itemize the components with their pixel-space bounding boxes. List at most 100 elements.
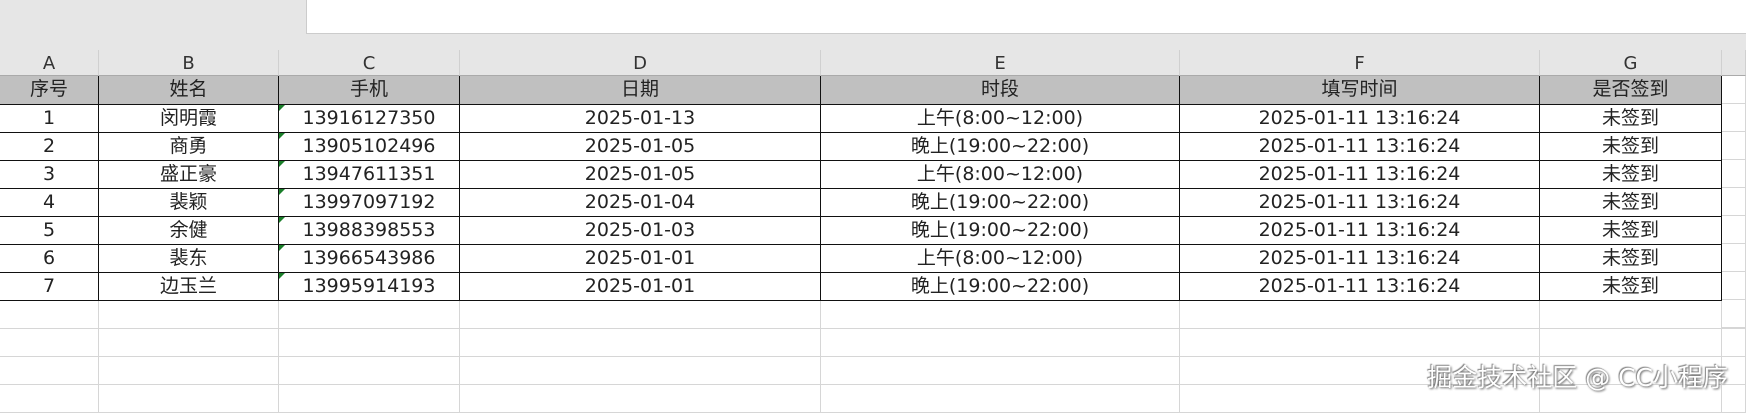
- formula-bar[interactable]: [306, 0, 1746, 34]
- header-cell[interactable]: 填写时间: [1180, 76, 1540, 105]
- empty-cell[interactable]: [1722, 104, 1746, 132]
- empty-cell[interactable]: [821, 301, 1180, 329]
- table-cell[interactable]: 5: [0, 217, 99, 245]
- header-cell[interactable]: 序号: [0, 76, 99, 105]
- table-cell[interactable]: 盛正豪: [99, 161, 279, 189]
- empty-cell[interactable]: [279, 357, 460, 385]
- table-cell[interactable]: 裴东: [99, 245, 279, 273]
- table-cell[interactable]: 1: [0, 105, 99, 133]
- table-cell[interactable]: 7: [0, 273, 99, 301]
- table-cell[interactable]: 上午(8:00~12:00): [821, 245, 1180, 273]
- empty-cell[interactable]: [0, 301, 99, 329]
- empty-cell[interactable]: [1180, 357, 1540, 385]
- empty-cell[interactable]: [1722, 244, 1746, 272]
- table-cell[interactable]: 2025-01-04: [460, 189, 821, 217]
- table-cell[interactable]: 2025-01-05: [460, 161, 821, 189]
- empty-cell[interactable]: [460, 329, 821, 357]
- table-cell[interactable]: 上午(8:00~12:00): [821, 105, 1180, 133]
- table-cell[interactable]: 2025-01-11 13:16:24: [1180, 245, 1540, 273]
- table-cell[interactable]: 4: [0, 189, 99, 217]
- table-cell[interactable]: 13947611351: [279, 161, 460, 189]
- empty-cell[interactable]: [99, 357, 279, 385]
- table-cell[interactable]: 2: [0, 133, 99, 161]
- table-cell[interactable]: 2025-01-01: [460, 273, 821, 301]
- empty-cell[interactable]: [821, 329, 1180, 357]
- empty-cell[interactable]: [1722, 329, 1746, 357]
- empty-cell[interactable]: [1180, 329, 1540, 357]
- table-cell[interactable]: 未签到: [1540, 217, 1722, 245]
- table-cell[interactable]: 余健: [99, 217, 279, 245]
- column-header-A[interactable]: A: [0, 50, 99, 76]
- table-cell[interactable]: 2025-01-11 13:16:24: [1180, 133, 1540, 161]
- table-cell[interactable]: 13997097192: [279, 189, 460, 217]
- empty-cell[interactable]: [1540, 301, 1722, 329]
- empty-cell[interactable]: [99, 301, 279, 329]
- table-cell[interactable]: 未签到: [1540, 273, 1722, 301]
- table-cell[interactable]: 2025-01-03: [460, 217, 821, 245]
- table-cell[interactable]: 2025-01-11 13:16:24: [1180, 217, 1540, 245]
- empty-cell[interactable]: [0, 329, 99, 357]
- table-cell[interactable]: 2025-01-11 13:16:24: [1180, 161, 1540, 189]
- table-cell[interactable]: 2025-01-05: [460, 133, 821, 161]
- table-cell[interactable]: 晚上(19:00~22:00): [821, 217, 1180, 245]
- empty-cell[interactable]: [279, 385, 460, 413]
- empty-cell[interactable]: [460, 385, 821, 413]
- table-cell[interactable]: 13905102496: [279, 133, 460, 161]
- table-cell[interactable]: 2025-01-11 13:16:24: [1180, 273, 1540, 301]
- table-cell[interactable]: 未签到: [1540, 189, 1722, 217]
- header-cell[interactable]: 日期: [460, 76, 821, 105]
- table-cell[interactable]: 未签到: [1540, 105, 1722, 133]
- column-header-C[interactable]: C: [279, 50, 460, 76]
- header-cell[interactable]: 时段: [821, 76, 1180, 105]
- table-cell[interactable]: 2025-01-11 13:16:24: [1180, 189, 1540, 217]
- empty-cell[interactable]: [99, 329, 279, 357]
- empty-cell[interactable]: [821, 357, 1180, 385]
- empty-cell[interactable]: [1722, 160, 1746, 188]
- empty-cell[interactable]: [279, 301, 460, 329]
- empty-cell[interactable]: [279, 329, 460, 357]
- empty-cell[interactable]: [1722, 216, 1746, 244]
- column-header-B[interactable]: B: [99, 50, 279, 76]
- empty-cell[interactable]: [821, 385, 1180, 413]
- table-cell[interactable]: 晚上(19:00~22:00): [821, 133, 1180, 161]
- empty-cell[interactable]: [460, 301, 821, 329]
- table-cell[interactable]: 未签到: [1540, 245, 1722, 273]
- table-cell[interactable]: 13995914193: [279, 273, 460, 301]
- empty-cell[interactable]: [1540, 357, 1722, 385]
- empty-cell[interactable]: [1722, 188, 1746, 216]
- table-cell[interactable]: 晚上(19:00~22:00): [821, 273, 1180, 301]
- empty-cell[interactable]: [0, 385, 99, 413]
- empty-cell[interactable]: [1722, 272, 1746, 300]
- empty-cell[interactable]: [1540, 329, 1722, 357]
- table-cell[interactable]: 3: [0, 161, 99, 189]
- table-cell[interactable]: 商勇: [99, 133, 279, 161]
- table-cell[interactable]: 13988398553: [279, 217, 460, 245]
- table-cell[interactable]: 2025-01-13: [460, 105, 821, 133]
- empty-cell[interactable]: [1722, 300, 1746, 328]
- column-header-E[interactable]: E: [821, 50, 1180, 76]
- empty-cell[interactable]: [0, 357, 99, 385]
- column-header-extra[interactable]: [1722, 50, 1746, 76]
- empty-cell[interactable]: [99, 385, 279, 413]
- table-cell[interactable]: 上午(8:00~12:00): [821, 161, 1180, 189]
- empty-cell[interactable]: [1722, 132, 1746, 160]
- table-cell[interactable]: 13966543986: [279, 245, 460, 273]
- table-cell[interactable]: 未签到: [1540, 133, 1722, 161]
- table-cell[interactable]: 晚上(19:00~22:00): [821, 189, 1180, 217]
- table-cell[interactable]: 6: [0, 245, 99, 273]
- table-cell[interactable]: 裴颖: [99, 189, 279, 217]
- column-header-D[interactable]: D: [460, 50, 821, 76]
- empty-cell[interactable]: [1180, 301, 1540, 329]
- table-cell[interactable]: 2025-01-11 13:16:24: [1180, 105, 1540, 133]
- column-header-F[interactable]: F: [1180, 50, 1540, 76]
- header-cell[interactable]: 手机: [279, 76, 460, 105]
- empty-cell[interactable]: [460, 357, 821, 385]
- empty-cell[interactable]: [1722, 76, 1746, 104]
- table-cell[interactable]: 13916127350: [279, 105, 460, 133]
- table-cell[interactable]: 2025-01-01: [460, 245, 821, 273]
- header-cell[interactable]: 姓名: [99, 76, 279, 105]
- table-cell[interactable]: 未签到: [1540, 161, 1722, 189]
- column-header-G[interactable]: G: [1540, 50, 1722, 76]
- table-cell[interactable]: 闵明霞: [99, 105, 279, 133]
- header-cell[interactable]: 是否签到: [1540, 76, 1722, 105]
